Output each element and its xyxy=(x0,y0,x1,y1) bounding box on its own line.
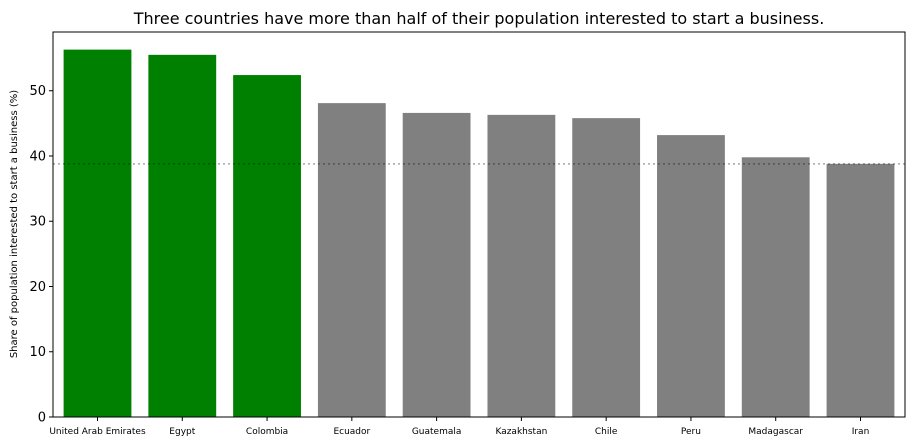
bar-madagascar xyxy=(741,157,810,417)
plot-frame xyxy=(52,31,906,418)
x-axis: United Arab Emirates Egypt Colombia Ecuador… xyxy=(49,417,869,437)
x-tick-label: Kazakhstan xyxy=(495,427,547,437)
x-tick-label: Ecuador xyxy=(333,427,370,437)
bar-egypt xyxy=(148,54,217,417)
y-axis-label: Share of population interested to start … xyxy=(9,90,20,358)
x-tick-label: Colombia xyxy=(246,427,288,437)
y-tick-label: 0 xyxy=(38,411,46,426)
bar-guatemala xyxy=(402,112,471,417)
x-tick-label: Chile xyxy=(595,427,618,437)
bar-chile xyxy=(572,118,641,417)
bar-united-arab-emirates xyxy=(63,49,132,417)
y-tick-label: 20 xyxy=(29,280,46,295)
bar-kazakhstan xyxy=(487,114,556,418)
bar-iran xyxy=(826,163,895,417)
bars-group xyxy=(63,49,895,418)
bar-ecuador xyxy=(317,103,386,417)
bar-colombia xyxy=(233,75,301,417)
x-tick-label: Iran xyxy=(852,427,870,437)
y-tick-label: 10 xyxy=(29,345,46,360)
x-tick-label: Egypt xyxy=(169,427,195,437)
x-tick-label: United Arab Emirates xyxy=(49,427,146,437)
bar-peru xyxy=(657,135,725,418)
x-tick-label: Madagascar xyxy=(748,427,803,437)
chart-title: Three countries have more than half of t… xyxy=(133,9,825,28)
x-tick-label: Peru xyxy=(681,427,701,437)
y-tick-label: 30 xyxy=(29,215,46,230)
y-tick-label: 40 xyxy=(29,149,46,164)
x-tick-label: Guatemala xyxy=(412,427,462,437)
y-axis: 0 10 20 30 40 50 xyxy=(29,84,53,426)
y-tick-label: 50 xyxy=(29,84,46,99)
y-axis-label-group: Share of population interested to start … xyxy=(9,90,20,358)
